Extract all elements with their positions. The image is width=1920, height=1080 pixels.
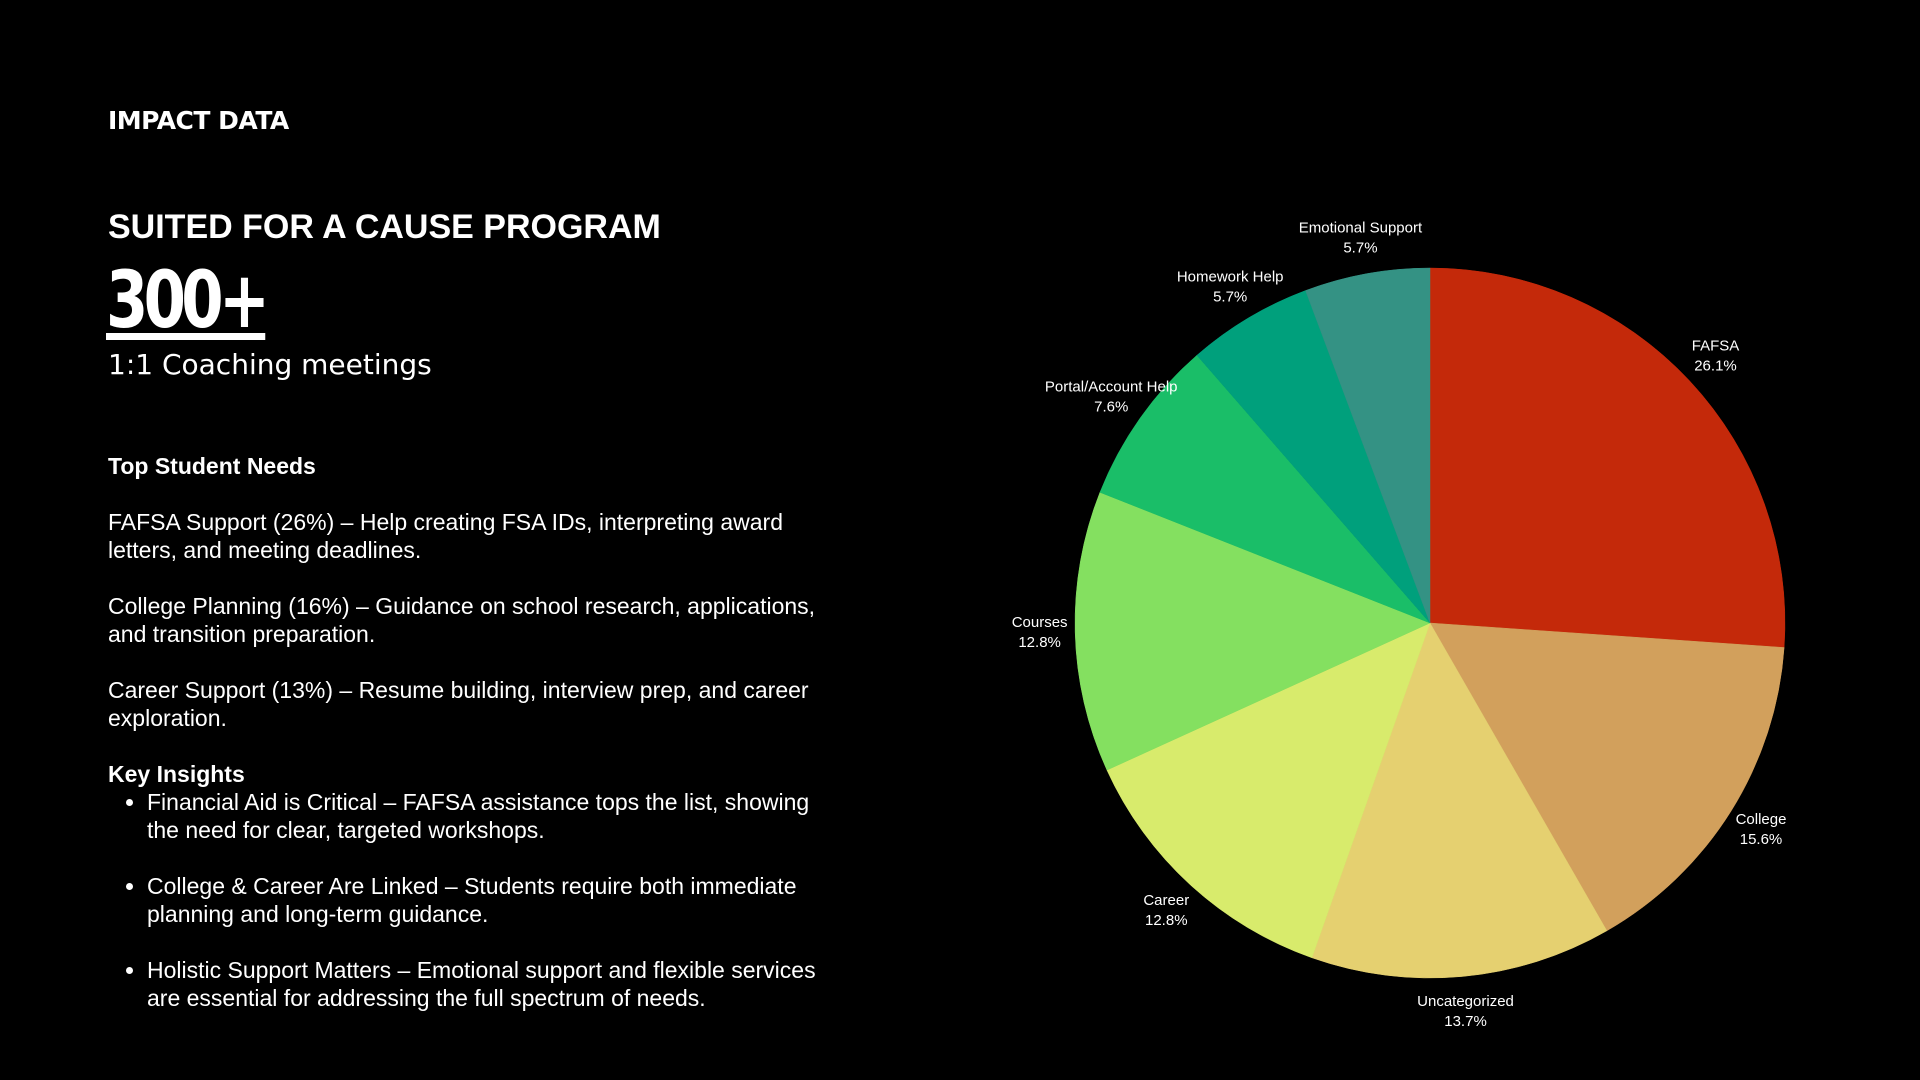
text-panel: Top Student Needs FAFSA Support (26%) – … [108,452,828,1040]
slice-value-label: 15.6% [1740,831,1783,848]
slice-label: College [1736,811,1787,828]
slice-label: Courses [1012,614,1068,631]
slice-label: Homework Help [1177,268,1284,285]
pie-slice [1429,267,1786,648]
header-label: IMPACT DATA [108,106,289,135]
stat-value: 300+ [106,256,270,346]
need-item: FAFSA Support (26%) – Help creating FSA … [108,509,783,563]
pie-slice [1196,290,1431,624]
insight-item: Holistic Support Matters – Emotional sup… [147,956,828,1012]
slice-value-label: 12.8% [1018,634,1061,651]
slice-label: Emotional Support [1299,220,1423,237]
slice-value-label: 26.1% [1694,358,1737,375]
pie-slice [1311,622,1608,979]
insight-item: College & Career Are Linked – Students r… [147,872,828,928]
slice-label: Career [1143,892,1189,909]
slice-label: Portal/Account Help [1045,378,1178,395]
slice-label: FAFSA [1692,338,1740,355]
program-title: SUITED FOR A CAUSE PROGRAM [108,208,661,246]
pie-slice [1106,622,1431,959]
pie-slice [1074,491,1431,771]
needs-heading: Top Student Needs [108,453,316,479]
slice-value-label: 7.6% [1094,398,1128,415]
pie-slice [1429,622,1785,932]
stat-caption: 1:1 Coaching meetings [108,348,432,381]
slice-value-label: 5.7% [1343,240,1377,257]
insights-heading: Key Insights [108,761,245,787]
need-item: Career Support (13%) – Resume building, … [108,677,809,731]
slice-value-label: 5.7% [1213,288,1247,305]
pie-chart: FAFSA 26.1% College 15.6% Uncategorized 13.7%… [1012,220,1787,1030]
slice-value-label: 12.8% [1145,912,1188,929]
insight-item: Financial Aid is Critical – FAFSA assist… [147,788,828,844]
pie-slice [1305,267,1431,624]
insights-list: Financial Aid is Critical – FAFSA assist… [108,788,828,1012]
pie-slice [1099,354,1431,624]
need-item: College Planning (16%) – Guidance on sch… [108,593,816,647]
slice-label: Uncategorized [1417,993,1514,1010]
slice-value-label: 13.7% [1444,1013,1487,1030]
